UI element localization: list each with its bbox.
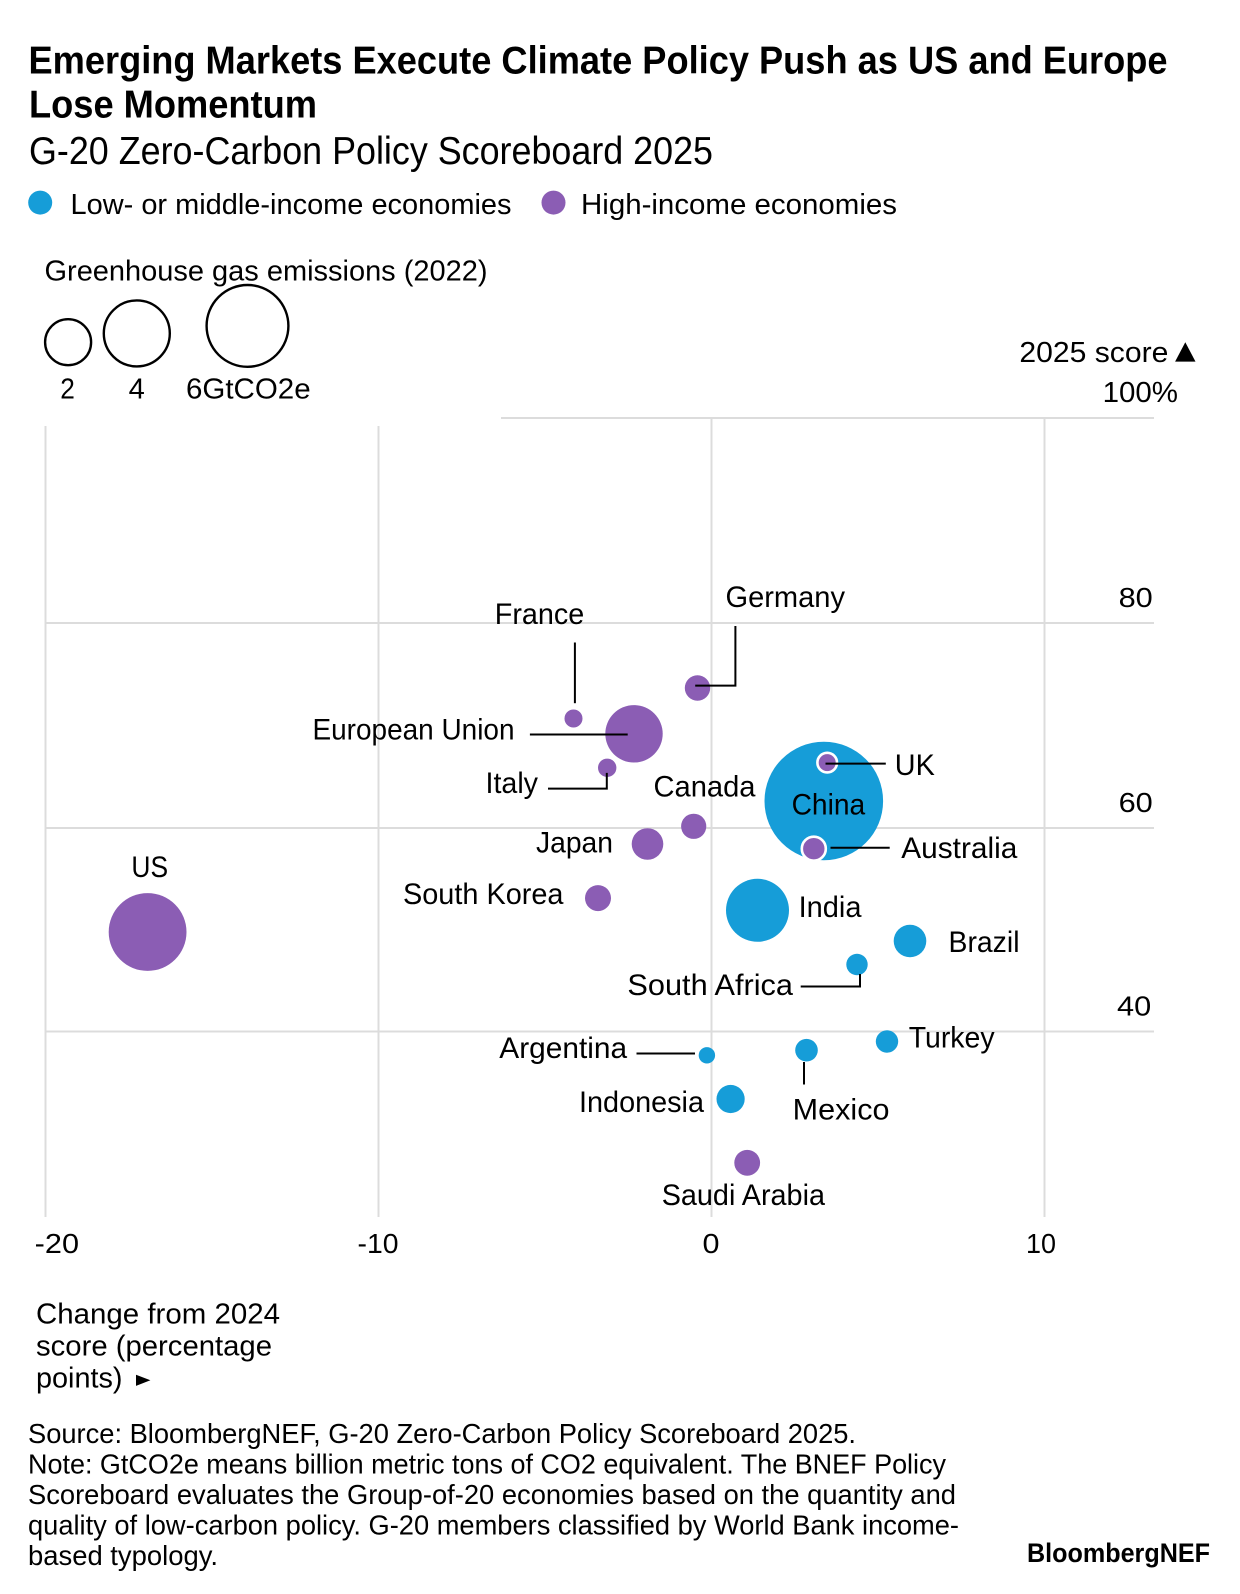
svg-text:G-20 Zero-Carbon Policy Scoreb: G-20 Zero-Carbon Policy Scoreboard 2025 bbox=[29, 130, 713, 173]
svg-text:2025 score: 2025 score bbox=[1019, 337, 1168, 369]
svg-text:4: 4 bbox=[129, 374, 145, 406]
svg-text:Argentina: Argentina bbox=[499, 1032, 627, 1065]
svg-text:0: 0 bbox=[703, 1228, 720, 1259]
svg-text:2: 2 bbox=[60, 374, 75, 406]
svg-text:Scoreboard evaluates the Group: Scoreboard evaluates the Group-of-20 eco… bbox=[28, 1479, 956, 1510]
svg-text:Greenhouse gas emissions (2022: Greenhouse gas emissions (2022) bbox=[45, 256, 488, 288]
svg-text:European Union: European Union bbox=[313, 714, 515, 747]
svg-text:Italy: Italy bbox=[486, 767, 539, 800]
svg-text:Japan: Japan bbox=[536, 827, 613, 860]
svg-text:South Korea: South Korea bbox=[403, 878, 564, 911]
svg-text:60: 60 bbox=[1119, 787, 1153, 818]
svg-text:score (percentage: score (percentage bbox=[36, 1331, 272, 1363]
svg-text:Turkey: Turkey bbox=[909, 1022, 995, 1055]
svg-text:Brazil: Brazil bbox=[949, 926, 1020, 959]
svg-text:Australia: Australia bbox=[901, 832, 1018, 865]
svg-text:Note: GtCO2e means billion met: Note: GtCO2e means billion metric tons o… bbox=[28, 1448, 946, 1479]
svg-text:US: US bbox=[131, 851, 168, 884]
svg-text:100%: 100% bbox=[1103, 377, 1178, 409]
svg-text:Saudi Arabia: Saudi Arabia bbox=[662, 1179, 826, 1212]
svg-text:Mexico: Mexico bbox=[793, 1094, 890, 1127]
svg-text:-20: -20 bbox=[35, 1228, 79, 1259]
svg-text:Low- or middle-income economie: Low- or middle-income economies bbox=[71, 189, 512, 221]
svg-text:Change from 2024: Change from 2024 bbox=[36, 1299, 280, 1331]
svg-text:BloombergNEF: BloombergNEF bbox=[1027, 1538, 1210, 1568]
svg-text:UK: UK bbox=[895, 749, 935, 782]
svg-text:Indonesia: Indonesia bbox=[579, 1086, 705, 1119]
svg-text:quality of low-carbon policy.: quality of low-carbon policy. G-20 membe… bbox=[28, 1509, 959, 1540]
svg-text:80: 80 bbox=[1119, 582, 1153, 613]
svg-text:Source: BloombergNEF, G-20 Zer: Source: BloombergNEF, G-20 Zero-Carbon P… bbox=[28, 1418, 856, 1449]
svg-text:6GtCO2e: 6GtCO2e bbox=[186, 374, 311, 406]
svg-text:10: 10 bbox=[1026, 1228, 1056, 1259]
svg-text:Canada: Canada bbox=[654, 771, 757, 804]
svg-text:-10: -10 bbox=[358, 1228, 399, 1259]
svg-text:40: 40 bbox=[1117, 991, 1151, 1022]
svg-text:India: India bbox=[799, 891, 862, 924]
svg-text:High-income economies: High-income economies bbox=[581, 189, 897, 221]
svg-text:France: France bbox=[495, 598, 585, 631]
svg-text:Germany: Germany bbox=[726, 581, 846, 614]
svg-text:South Africa: South Africa bbox=[627, 969, 793, 1002]
svg-text:Lose Momentum: Lose Momentum bbox=[29, 84, 317, 127]
svg-text:Emerging Markets Execute Clima: Emerging Markets Execute Climate Policy … bbox=[29, 40, 1168, 83]
svg-text:China: China bbox=[792, 789, 866, 822]
svg-text:based typology.: based typology. bbox=[28, 1540, 218, 1571]
svg-text:points): points) bbox=[36, 1363, 123, 1395]
